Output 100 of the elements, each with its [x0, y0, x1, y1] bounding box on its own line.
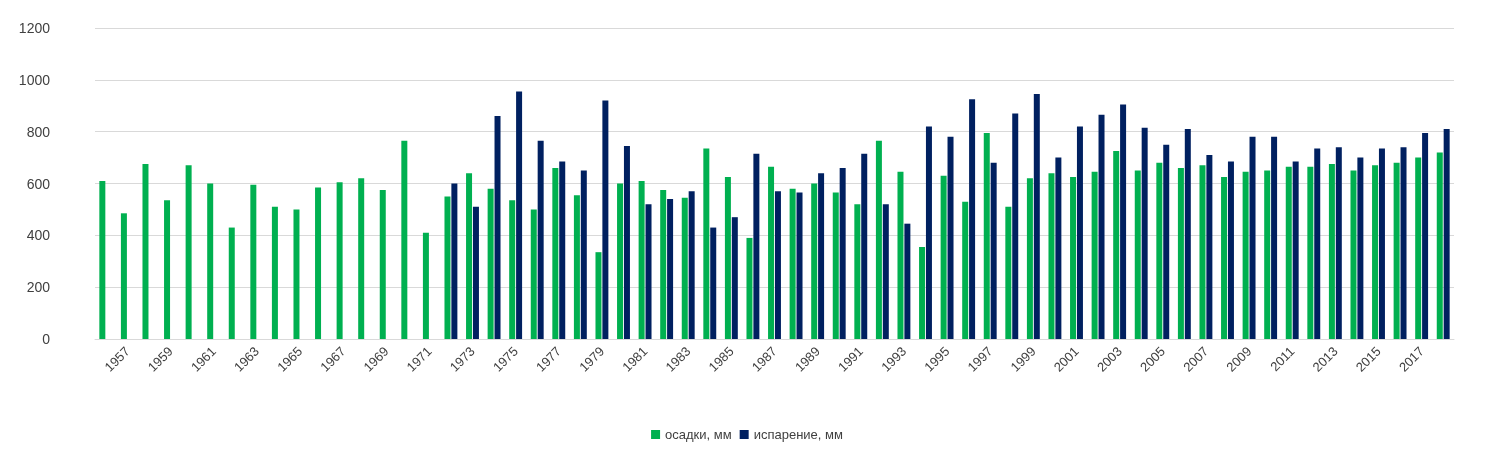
bar: [1443, 129, 1450, 339]
bar: [617, 183, 624, 339]
bar: [99, 180, 106, 339]
bar: [1372, 165, 1379, 339]
bar: [271, 206, 278, 339]
bar: [1206, 154, 1213, 339]
bar: [1098, 114, 1105, 339]
bar: [336, 182, 343, 339]
bar: [904, 223, 911, 339]
bar: [1350, 170, 1357, 339]
bar: [552, 167, 559, 339]
y-tick-label: 1200: [18, 20, 51, 36]
bar: [1120, 104, 1127, 339]
bar: [250, 184, 257, 339]
bar: [1335, 147, 1342, 339]
bar: [1357, 157, 1364, 339]
bar: [1177, 167, 1184, 339]
bar: [753, 153, 760, 339]
bar: [401, 140, 408, 339]
bar: [1055, 157, 1062, 339]
bar: [681, 197, 688, 339]
bar: [731, 217, 738, 339]
bar: [1400, 147, 1407, 339]
bar: [1307, 166, 1314, 339]
bar: [1048, 173, 1055, 339]
bar: [1249, 136, 1256, 339]
bar: [472, 206, 479, 339]
legend-label: испарение, мм: [753, 427, 843, 442]
bar: [120, 213, 127, 339]
bar: [1005, 206, 1012, 339]
bar: [1271, 136, 1278, 339]
bar: [1091, 171, 1098, 339]
bar: [444, 196, 451, 339]
bar: [882, 204, 889, 339]
bar: [537, 140, 544, 339]
bar: [1199, 165, 1206, 339]
y-tick-label: 800: [26, 123, 51, 140]
bar: [1012, 113, 1019, 339]
bar: [494, 116, 501, 339]
bar: [854, 204, 861, 339]
bar: [1264, 170, 1271, 339]
y-tick-label: 200: [26, 279, 51, 296]
bar: [1436, 152, 1443, 339]
bar: [185, 165, 192, 339]
bar: [1227, 161, 1234, 339]
y-tick-label: 600: [26, 175, 51, 192]
bar: [602, 100, 609, 339]
bar: [1141, 127, 1148, 339]
y-tick-label: 400: [26, 227, 51, 244]
bar: [969, 99, 976, 339]
bar: [1393, 162, 1400, 339]
bar: [580, 170, 587, 339]
bar: [1163, 144, 1170, 339]
bar: [839, 167, 846, 339]
bar: [1415, 157, 1422, 339]
bar: [228, 227, 235, 339]
bar: [530, 209, 537, 339]
bar: [947, 136, 954, 339]
bar: [1033, 94, 1040, 339]
bar: [1134, 170, 1141, 339]
bar: [919, 247, 926, 339]
bar: [1026, 178, 1033, 339]
bar: [358, 178, 365, 339]
bar: [940, 175, 947, 339]
bar: [897, 171, 904, 339]
bar: [660, 189, 667, 339]
bar: [1221, 177, 1228, 339]
bar: [703, 148, 710, 339]
bar: [1156, 162, 1163, 339]
bar: [990, 162, 997, 339]
bar: [688, 191, 695, 339]
bar: [818, 173, 825, 339]
bar: [746, 237, 753, 339]
bar: [207, 183, 214, 339]
bar: [768, 166, 775, 339]
bar: [487, 188, 494, 339]
bar: [1292, 161, 1299, 339]
bar: [638, 180, 645, 339]
bar: [832, 192, 839, 339]
bar: [1242, 171, 1249, 339]
bar: [710, 227, 717, 339]
bar: [1285, 166, 1292, 339]
bar: [623, 145, 630, 339]
bar: [509, 200, 516, 339]
bar: [774, 191, 781, 339]
bar: [1422, 132, 1429, 339]
bar: [559, 161, 566, 339]
bar: [1184, 129, 1191, 339]
bar: [1378, 148, 1385, 339]
bar: [925, 126, 932, 339]
bar: [811, 183, 818, 339]
bar: [1070, 177, 1077, 339]
bar: [573, 195, 580, 339]
bar: [645, 204, 652, 339]
bar: [293, 209, 300, 339]
bar: [724, 177, 731, 339]
bar: [796, 192, 803, 339]
bar: [1076, 126, 1083, 339]
bar: [875, 140, 882, 339]
bar: [789, 188, 796, 339]
